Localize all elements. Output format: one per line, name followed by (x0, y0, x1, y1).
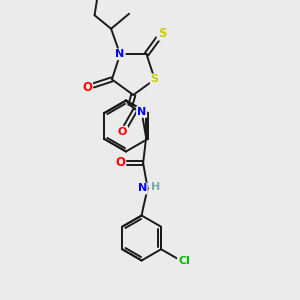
Text: S: S (151, 74, 159, 84)
Text: S: S (158, 27, 166, 40)
Text: N: N (116, 49, 125, 59)
Text: O: O (118, 127, 127, 137)
Text: Cl: Cl (178, 256, 190, 266)
Text: H: H (151, 182, 160, 192)
Text: N: N (137, 107, 146, 117)
Text: O: O (82, 81, 92, 94)
Text: N: N (138, 184, 147, 194)
Text: O: O (115, 157, 125, 169)
